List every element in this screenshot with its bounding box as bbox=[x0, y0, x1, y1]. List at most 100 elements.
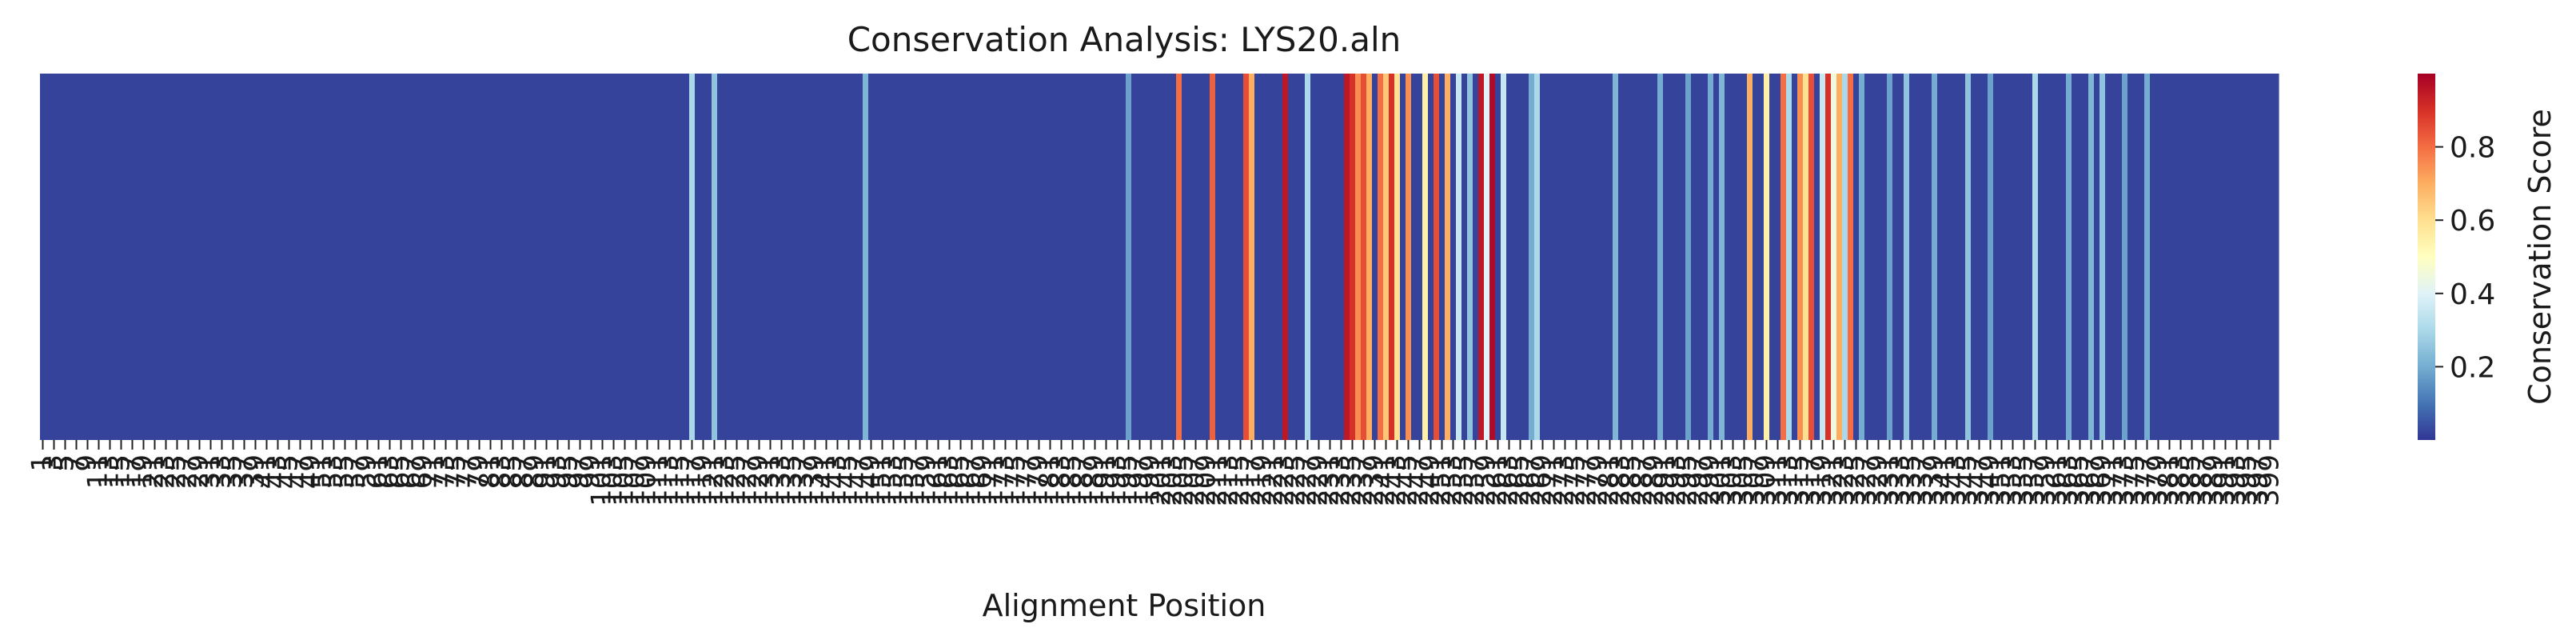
heatmap-cell bbox=[2150, 74, 2156, 440]
heatmap-cell bbox=[768, 74, 774, 440]
heatmap-cell bbox=[1808, 74, 1815, 440]
heatmap-cell bbox=[1618, 74, 1625, 440]
heatmap-cell bbox=[1103, 74, 1110, 440]
heatmap-cell bbox=[2133, 74, 2139, 440]
x-tick-label: 323 bbox=[1828, 454, 1860, 506]
heatmap-cell bbox=[1299, 74, 1306, 440]
heatmap-cell bbox=[348, 74, 354, 440]
heatmap-cell bbox=[225, 74, 231, 440]
x-tick-label: 161 bbox=[922, 454, 954, 506]
heatmap-cell bbox=[504, 74, 511, 440]
heatmap-cell bbox=[689, 74, 696, 440]
x-tick-label: 261 bbox=[1481, 454, 1513, 506]
heatmap-cell bbox=[952, 74, 959, 440]
heatmap-cell bbox=[723, 74, 729, 440]
x-tick-label: 181 bbox=[1034, 454, 1066, 506]
x-tick-label: 51 bbox=[306, 454, 338, 489]
x-tick-label: 105 bbox=[608, 454, 640, 506]
heatmap-cell bbox=[1238, 74, 1244, 440]
heatmap-cell bbox=[633, 74, 640, 440]
heatmap-cell bbox=[1529, 74, 1535, 440]
heatmap-cell bbox=[1467, 74, 1473, 440]
heatmap-cell bbox=[588, 74, 595, 440]
x-tick-label: 243 bbox=[1381, 454, 1413, 506]
heatmap-cell bbox=[320, 74, 326, 440]
heatmap-cell bbox=[891, 74, 897, 440]
heatmap-cell bbox=[924, 74, 931, 440]
heatmap-cell bbox=[398, 74, 405, 440]
heatmap-cell bbox=[1926, 74, 1932, 440]
x-tick-label: 375 bbox=[2119, 454, 2151, 506]
heatmap-cell bbox=[1892, 74, 1899, 440]
heatmap-cell bbox=[2060, 74, 2067, 440]
x-tick-label: 209 bbox=[1190, 454, 1222, 506]
x-tick-label: 309 bbox=[1750, 454, 1782, 506]
x-tick-label: 131 bbox=[754, 454, 786, 506]
heatmap-cell bbox=[325, 74, 332, 440]
x-tick-label: 237 bbox=[1347, 454, 1379, 506]
heatmap-cell bbox=[672, 74, 679, 440]
heatmap-cell bbox=[1288, 74, 1294, 440]
heatmap-cell bbox=[986, 74, 992, 440]
heatmap-cell bbox=[1378, 74, 1384, 440]
heatmap-cell bbox=[1198, 74, 1205, 440]
x-tick-label: 373 bbox=[2108, 454, 2140, 506]
heatmap-cell bbox=[1635, 74, 1641, 440]
x-tick-label: 301 bbox=[1705, 454, 1737, 506]
heatmap-cell bbox=[342, 74, 349, 440]
x-tick-label: 149 bbox=[855, 454, 887, 506]
x-tick-label: 65 bbox=[385, 454, 417, 489]
heatmap-cell bbox=[471, 74, 477, 440]
heatmap-cell bbox=[1669, 74, 1675, 440]
x-tick-label: 93 bbox=[541, 454, 573, 489]
heatmap-cell bbox=[975, 74, 981, 440]
heatmap-cell bbox=[695, 74, 701, 440]
heatmap-cell bbox=[2032, 74, 2039, 440]
heatmap-cell bbox=[1109, 74, 1115, 440]
heatmap-cell bbox=[314, 74, 321, 440]
x-tick-label: 89 bbox=[519, 454, 551, 489]
heatmap-cell bbox=[180, 74, 186, 440]
heatmap-cell bbox=[2094, 74, 2100, 440]
heatmap-cell bbox=[2016, 74, 2022, 440]
heatmap-cell bbox=[2161, 74, 2167, 440]
heatmap-cell bbox=[1366, 74, 1373, 440]
heatmap-cell bbox=[2195, 74, 2201, 440]
x-tick-label: 387 bbox=[2187, 454, 2219, 506]
heatmap-cell bbox=[1719, 74, 1725, 440]
heatmap-cell bbox=[2049, 74, 2056, 440]
x-tick-label: 321 bbox=[1817, 454, 1849, 506]
heatmap-cell bbox=[1282, 74, 1289, 440]
x-tick-label: 157 bbox=[899, 454, 931, 506]
heatmap-cell bbox=[549, 74, 556, 440]
heatmap-cell bbox=[1512, 74, 1518, 440]
heatmap-cell bbox=[784, 74, 791, 440]
heatmap-cell bbox=[275, 74, 281, 440]
heatmap-cell bbox=[292, 74, 298, 440]
heatmap-cell bbox=[454, 74, 461, 440]
heatmap-cell bbox=[885, 74, 891, 440]
heatmap-cell bbox=[1848, 74, 1854, 440]
heatmap-cell bbox=[1920, 74, 1927, 440]
heatmap-cell bbox=[174, 74, 181, 440]
heatmap-cell bbox=[146, 74, 153, 440]
x-tick-label: 367 bbox=[2075, 454, 2107, 506]
heatmap-cell bbox=[807, 74, 813, 440]
x-tick-label: 139 bbox=[799, 454, 831, 506]
x-tick-label: 143 bbox=[821, 454, 853, 506]
heatmap-cell bbox=[1999, 74, 2005, 440]
heatmap-cell bbox=[896, 74, 903, 440]
heatmap-cell bbox=[1489, 74, 1496, 440]
heatmap-cell bbox=[1019, 74, 1026, 440]
heatmap-cell bbox=[1540, 74, 1546, 440]
x-tick-label: 17 bbox=[116, 454, 148, 489]
x-tick-label: 177 bbox=[1011, 454, 1043, 506]
x-tick-label: 355 bbox=[2008, 454, 2040, 506]
heatmap-cell bbox=[1663, 74, 1669, 440]
heatmap-cell bbox=[1232, 74, 1238, 440]
heatmap-cell bbox=[1042, 74, 1048, 440]
x-tick-label: 55 bbox=[329, 454, 361, 489]
x-tick-label: 79 bbox=[463, 454, 495, 489]
heatmap-cell bbox=[1881, 74, 1888, 440]
heatmap-cell bbox=[1053, 74, 1059, 440]
